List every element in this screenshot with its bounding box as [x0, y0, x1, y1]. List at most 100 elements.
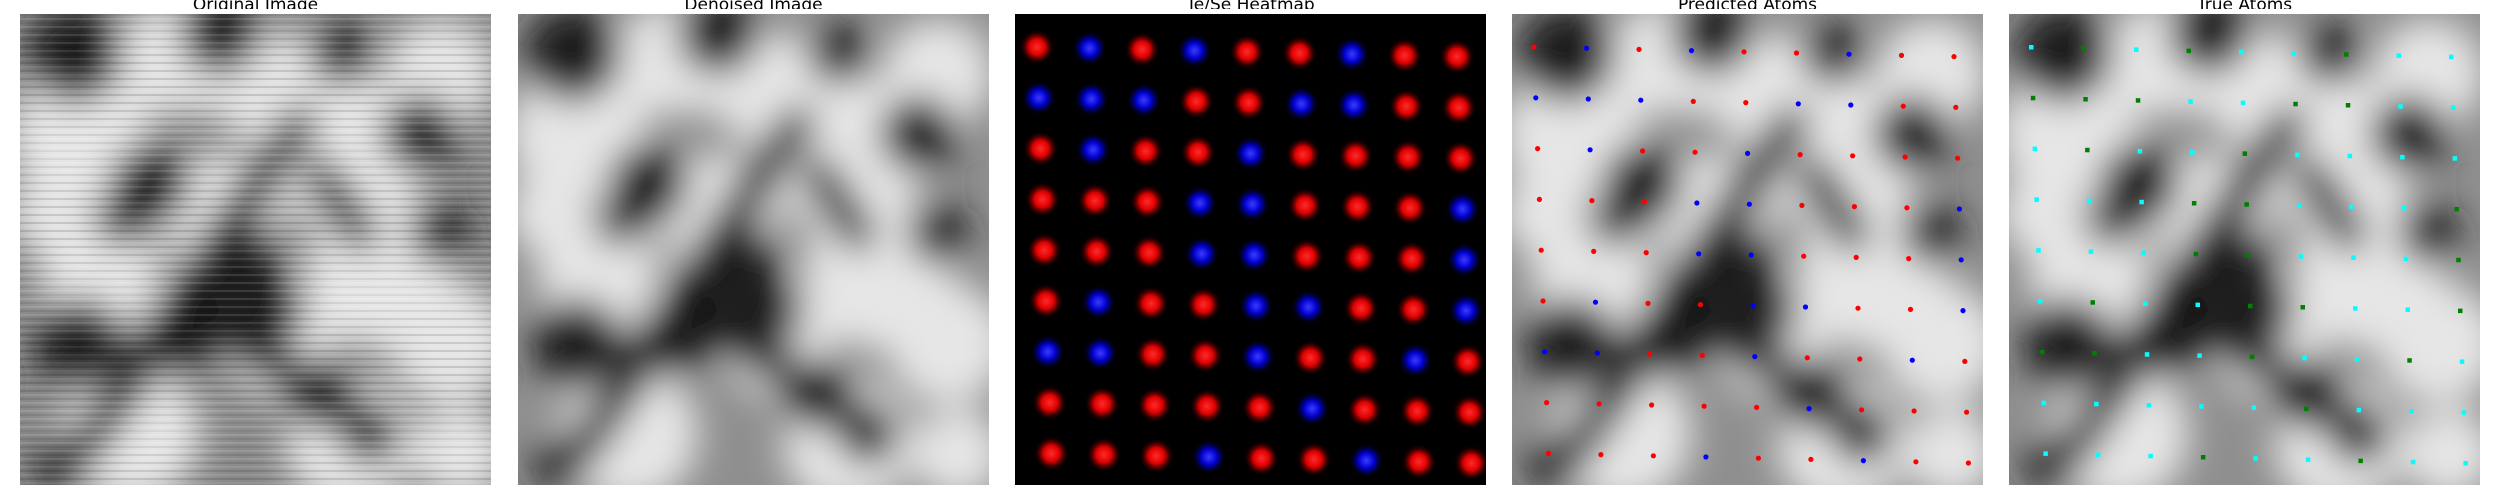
te-atom-marker [2144, 352, 2150, 357]
te-heatmap-peak [1022, 130, 1059, 167]
se-atom-marker [2304, 406, 2309, 412]
bright-region [913, 409, 989, 485]
predicted-atoms-image [1512, 14, 1983, 485]
dark-streak [800, 156, 876, 252]
te-atom-marker [2095, 452, 2101, 458]
se-atom-marker [1748, 252, 1754, 258]
te-atom-marker [1964, 409, 1970, 415]
se-atom-marker [2300, 305, 2305, 310]
dark-region [2087, 202, 2131, 246]
dark-region [1527, 299, 1617, 389]
te-heatmap-peak [1028, 283, 1064, 319]
te-atom-marker [2197, 353, 2202, 358]
se-atom-marker [1958, 257, 1964, 263]
se-atom-marker [2344, 52, 2349, 57]
te-atom-marker [2353, 306, 2358, 311]
te-atom-marker [2349, 204, 2354, 210]
se-atom-marker [1750, 303, 1756, 309]
te-heatmap-peak [1230, 84, 1267, 121]
te-atom-marker [1902, 154, 1908, 160]
te-atom-marker [1793, 50, 1800, 56]
te-heatmap-peak [1187, 337, 1224, 374]
dark-streak [182, 296, 398, 452]
te-atom-marker [2400, 155, 2405, 160]
se-heatmap-peak [1444, 191, 1481, 227]
se-heatmap-peak [1283, 85, 1320, 122]
dark-region [1672, 14, 1752, 74]
te-heatmap-peak [1344, 341, 1381, 377]
te-atom-marker [1851, 204, 1857, 210]
te-heatmap-peak [1241, 389, 1278, 426]
te-atom-marker [1955, 155, 1961, 161]
te-atom-marker [2134, 47, 2139, 52]
te-atom-marker [1690, 98, 1696, 104]
atom-markers [2029, 45, 2468, 466]
te-atom-marker [1692, 149, 1698, 155]
te-atom-marker [2239, 49, 2244, 55]
te-atom-marker [2459, 359, 2465, 364]
panel-heatmap: Te/Se Heatmap [1015, 0, 1486, 500]
se-heatmap-peak [1294, 390, 1331, 427]
bright-region [518, 174, 588, 254]
te-atom-marker [1754, 404, 1760, 410]
se-atom-marker [2083, 97, 2088, 102]
se-heatmap-peak [1239, 338, 1276, 375]
te-atom-marker [1743, 100, 1749, 106]
te-atom-marker [2148, 453, 2153, 459]
te-atom-marker [1699, 352, 1705, 358]
te-heatmap-peak [1439, 38, 1475, 75]
te-atom-marker [1850, 153, 1856, 159]
te-atom-marker [1538, 247, 1544, 253]
te-heatmap-peak [1084, 385, 1121, 422]
se-heatmap-peak [1334, 36, 1370, 73]
te-atom-marker [1906, 256, 1912, 262]
te-atom-marker [1907, 306, 1914, 312]
se-atom-marker [2345, 103, 2351, 108]
te-heatmap-peak [1134, 336, 1171, 373]
te-heatmap-peak [1400, 443, 1437, 480]
te-atom-marker [2302, 355, 2307, 361]
dark-streak [2171, 296, 2387, 452]
se-atom-marker [1802, 304, 1809, 310]
bright-region [2404, 409, 2480, 485]
bright-region [888, 284, 989, 404]
te-atom-marker [1859, 407, 1865, 413]
te-atom-marker [2146, 403, 2152, 408]
panel-predicted: Predicted Atoms [1512, 0, 1983, 500]
denoised-stm-image [518, 14, 989, 485]
se-atom-marker [1960, 308, 1966, 314]
dark-region [2299, 24, 2359, 84]
te-heatmap-peak [1185, 286, 1222, 323]
se-heatmap-peak [1020, 79, 1057, 116]
se-heatmap-peak [1080, 284, 1117, 321]
te-heatmap-peak [1129, 183, 1166, 220]
te-atom-marker [1650, 453, 1656, 459]
te-atom-marker [2351, 255, 2356, 260]
bright-region [20, 174, 90, 254]
te-heatmap-peak [1341, 239, 1378, 276]
dark-streak [1794, 156, 1870, 252]
se-atom-marker [2090, 300, 2095, 305]
bright-region [1907, 409, 1983, 485]
panel-original: Original Image [20, 0, 491, 500]
te-atom-marker [1801, 253, 1807, 259]
te-atom-marker [2029, 45, 2034, 50]
te-atom-marker [1641, 199, 1647, 205]
true-atoms-image [2009, 14, 2480, 485]
te-heatmap-peak [1442, 140, 1479, 177]
dark-region [98, 202, 142, 246]
dark-streak [560, 106, 816, 472]
se-atom-marker [2135, 98, 2141, 103]
bright-region [1882, 284, 1983, 404]
dark-region [2099, 144, 2179, 224]
se-atom-marker [1583, 45, 1590, 51]
te-atom-marker [1804, 355, 1810, 361]
se-heatmap-peak [1183, 235, 1220, 272]
se-atom-marker [2244, 202, 2249, 207]
te-heatmap-peak [1440, 89, 1477, 126]
dark-region [382, 96, 458, 172]
dark-streak [1554, 106, 1810, 472]
te-atom-marker [2094, 401, 2099, 407]
te-atom-marker [2450, 105, 2456, 110]
dark-region [1519, 14, 1615, 102]
